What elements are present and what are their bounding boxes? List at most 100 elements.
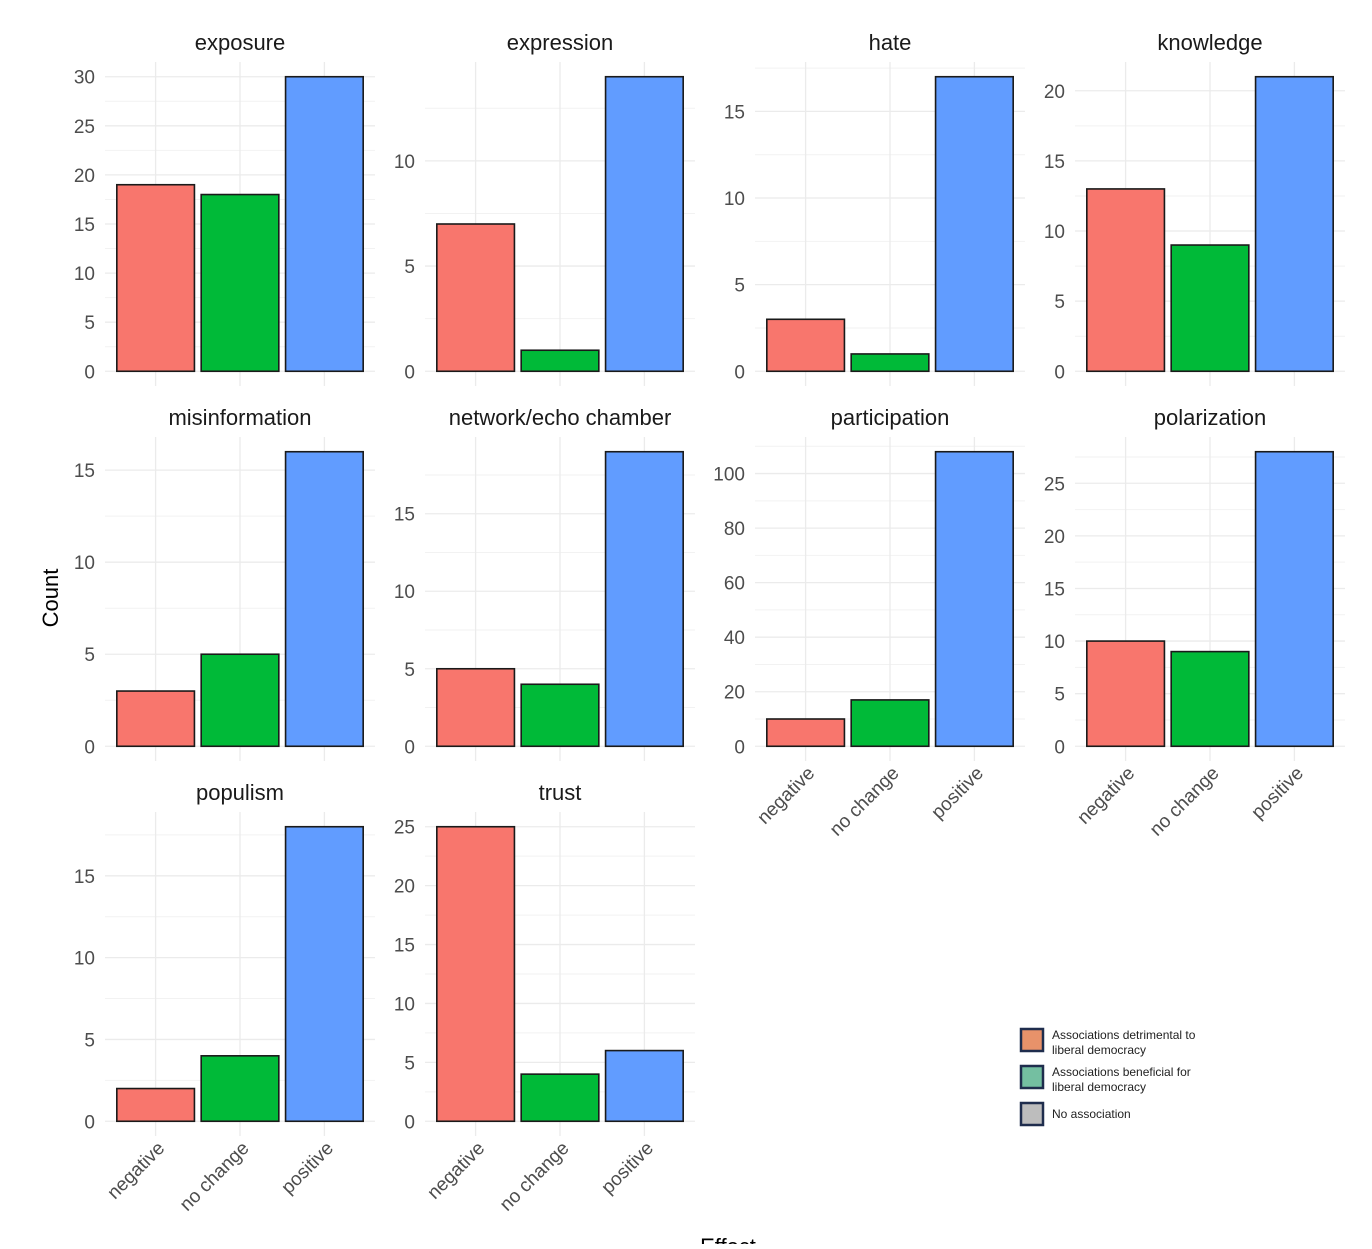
y-tick-label: 0 bbox=[1054, 362, 1065, 383]
panel-title: participation bbox=[831, 405, 950, 430]
y-tick-label: 15 bbox=[74, 215, 95, 236]
x-tick-label: no change bbox=[1146, 763, 1224, 841]
y-tick-label: 30 bbox=[74, 68, 95, 89]
bar-positive bbox=[604, 450, 684, 748]
y-tick-label: 10 bbox=[394, 582, 415, 603]
y-tick-label: 0 bbox=[734, 362, 745, 383]
bar-negative bbox=[436, 825, 516, 1123]
y-tick-label: 10 bbox=[394, 994, 415, 1015]
bar-positive bbox=[934, 450, 1014, 748]
y-tick-label: 5 bbox=[734, 276, 745, 297]
bar-no-change bbox=[200, 653, 280, 748]
bar-negative bbox=[116, 183, 196, 373]
bar-no-change bbox=[520, 349, 600, 373]
bar-negative bbox=[766, 318, 846, 373]
panel-populism: 0 5 10 15 populism negative no change positive bbox=[74, 780, 375, 1216]
x-tick-label: positive bbox=[598, 1138, 658, 1198]
panel-title: expression bbox=[507, 30, 613, 55]
y-tick-label: 5 bbox=[1054, 292, 1065, 313]
bar-no-change bbox=[850, 699, 930, 748]
legend-label: Associations beneficial for liberal democ… bbox=[1052, 1065, 1191, 1094]
y-tick-label: 10 bbox=[74, 553, 95, 574]
y-tick-label: 15 bbox=[1044, 152, 1065, 173]
bar-positive bbox=[1254, 75, 1334, 373]
y-tick-label: 15 bbox=[724, 102, 745, 123]
panel-title: trust bbox=[539, 780, 582, 805]
y-tick-label: 0 bbox=[404, 1112, 415, 1133]
y-tick-label: 20 bbox=[74, 166, 95, 187]
y-tick-label: 5 bbox=[84, 1030, 95, 1051]
y-tick-label: 0 bbox=[84, 362, 95, 383]
bar-positive bbox=[604, 1049, 684, 1123]
bar-positive bbox=[284, 75, 364, 373]
y-tick-label: 25 bbox=[74, 117, 95, 138]
y-axis-title: Count bbox=[38, 569, 63, 628]
y-tick-label: 5 bbox=[1054, 685, 1065, 706]
y-tick-label: 5 bbox=[404, 660, 415, 681]
legend-label: Associations detrimental to liberal democ… bbox=[1052, 1028, 1196, 1057]
bar-negative bbox=[1086, 188, 1166, 373]
y-tick-label: 15 bbox=[394, 505, 415, 526]
x-tick-label: negative bbox=[424, 1138, 490, 1204]
y-tick-label: 10 bbox=[1044, 632, 1065, 653]
bar-negative bbox=[436, 223, 516, 373]
y-tick-label: 0 bbox=[404, 362, 415, 383]
legend-swatch bbox=[1019, 1101, 1045, 1127]
y-tick-label: 10 bbox=[74, 949, 95, 970]
y-tick-label: 0 bbox=[84, 737, 95, 758]
bar-positive bbox=[284, 825, 364, 1123]
legend-swatch bbox=[1019, 1027, 1045, 1053]
x-tick-label: negative bbox=[104, 1138, 170, 1204]
bar-negative bbox=[436, 667, 516, 748]
panel-title: polarization bbox=[1154, 405, 1267, 430]
bar-no-change bbox=[520, 683, 600, 748]
y-tick-label: 10 bbox=[394, 152, 415, 173]
y-tick-label: 15 bbox=[394, 936, 415, 957]
x-tick-label: positive bbox=[278, 1138, 338, 1198]
bar-no-change bbox=[1170, 650, 1250, 748]
x-tick-label: positive bbox=[928, 763, 988, 823]
y-tick-label: 15 bbox=[74, 461, 95, 482]
panel-expression: 0 5 10 expression bbox=[394, 30, 695, 386]
bar-positive bbox=[934, 75, 1014, 373]
bar-no-change bbox=[520, 1073, 600, 1123]
x-tick-label: positive bbox=[1248, 763, 1308, 823]
bar-no-change bbox=[850, 353, 930, 373]
bar-positive bbox=[604, 75, 684, 373]
panel-polarization: 0 5 10 15 20 25 polarization negative no change p… bbox=[1044, 405, 1345, 841]
panel-title: knowledge bbox=[1157, 30, 1262, 55]
legend: Associations detrimental to liberal democ… bbox=[1019, 1027, 1196, 1127]
y-tick-label: 20 bbox=[724, 683, 745, 704]
panel-network-echo-chamber: 0 5 10 15 network/echo chamber bbox=[394, 405, 695, 761]
y-tick-label: 40 bbox=[724, 628, 745, 649]
y-tick-label: 25 bbox=[1044, 474, 1065, 495]
x-tick-label: no change bbox=[826, 763, 904, 841]
y-tick-label: 20 bbox=[1044, 82, 1065, 103]
panel-hate: 0 5 10 15 hate bbox=[724, 30, 1025, 386]
legend-swatch bbox=[1019, 1064, 1045, 1090]
x-tick-label: negative bbox=[1074, 763, 1140, 829]
bar-negative bbox=[766, 718, 846, 748]
bar-no-change bbox=[1170, 244, 1250, 373]
y-tick-label: 25 bbox=[394, 818, 415, 839]
y-tick-label: 100 bbox=[713, 465, 745, 486]
y-tick-label: 0 bbox=[1054, 737, 1065, 758]
bar-positive bbox=[284, 450, 364, 748]
legend-label: No association bbox=[1052, 1107, 1131, 1121]
panel-title: hate bbox=[869, 30, 912, 55]
y-tick-label: 10 bbox=[74, 264, 95, 285]
y-tick-label: 20 bbox=[394, 877, 415, 898]
bar-negative bbox=[116, 690, 196, 748]
y-tick-label: 5 bbox=[84, 313, 95, 334]
bar-no-change bbox=[200, 193, 280, 373]
x-tick-label: negative bbox=[754, 763, 820, 829]
x-tick-label: no change bbox=[176, 1138, 254, 1216]
bar-no-change bbox=[200, 1055, 280, 1123]
panel-misinformation: 0 5 10 15 misinformation bbox=[74, 405, 375, 761]
panel-knowledge: 0 5 10 15 20 knowledge bbox=[1044, 30, 1345, 386]
panel-title: network/echo chamber bbox=[449, 405, 672, 430]
panel-trust: 0 5 10 15 20 25 trust negative no change positive bbox=[394, 780, 695, 1216]
y-tick-label: 15 bbox=[74, 867, 95, 888]
y-tick-label: 5 bbox=[404, 257, 415, 278]
